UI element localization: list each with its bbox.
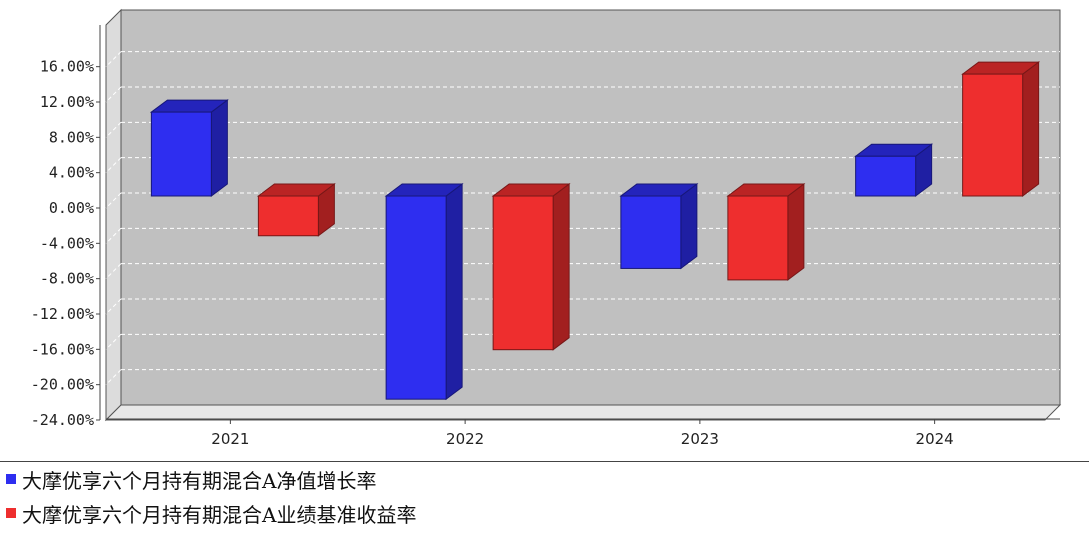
- x-tick-label: 2024: [916, 430, 954, 448]
- bar-side-s1-2022: [445, 183, 463, 401]
- y-tick-label: -16.00%: [31, 340, 94, 358]
- gridline-side: [105, 369, 122, 386]
- y-tick-label: -4.00%: [40, 234, 94, 252]
- legend-item-series-2: 大摩优享六个月持有期混合A业绩基准收益率: [0, 496, 1089, 530]
- legend-label-series-1: 大摩优享六个月持有期混合A净值增长率: [22, 468, 377, 493]
- legend-item-series-1: 大摩优享六个月持有期混合A净值增长率: [0, 462, 1089, 496]
- bar-side-s2-2024: [1022, 61, 1040, 197]
- bar-s2-2022: [492, 195, 554, 351]
- bar-s1-2023: [620, 195, 682, 269]
- legend-swatch-series-1: [6, 474, 16, 484]
- bar-side-s1-2023: [680, 183, 698, 270]
- legend: 大摩优享六个月持有期混合A净值增长率 大摩优享六个月持有期混合A业绩基准收益率: [0, 461, 1089, 530]
- x-tick-label: 2023: [681, 430, 719, 448]
- gridline-side: [105, 157, 122, 174]
- bar-side-s2-2022: [552, 183, 570, 351]
- bar-side-s2-2023: [787, 183, 805, 281]
- bar-s2-2021: [257, 195, 319, 237]
- legend-swatch-series-2: [6, 508, 16, 518]
- chart: 16.00% 12.00% 8.00% 4.00% 0.00% -4.00% -8.00% -…: [31, 8, 1062, 448]
- y-tick-label: 0.00%: [49, 199, 94, 217]
- bar-s2-2023: [727, 195, 789, 281]
- plot-side-wall: [105, 8, 122, 422]
- y-tick-label: 12.00%: [40, 93, 94, 111]
- x-tick-label: 2022: [446, 430, 484, 448]
- y-tick-label: -8.00%: [40, 270, 94, 288]
- gridline-side: [105, 298, 122, 315]
- y-tick-label: -24.00%: [31, 411, 94, 429]
- bar-s2-2024: [962, 73, 1024, 197]
- bar-side-s1-2021: [210, 99, 228, 197]
- plot-floor: [104, 404, 1062, 421]
- y-tick-label: -12.00%: [31, 305, 94, 323]
- x-tick-label: 2021: [211, 430, 249, 448]
- gridline-side: [105, 227, 122, 244]
- legend-label-series-2: 大摩优享六个月持有期混合A业绩基准收益率: [22, 502, 417, 527]
- y-tick-label: -20.00%: [31, 376, 94, 394]
- bar-s1-2021: [150, 111, 212, 197]
- y-tick-label: 8.00%: [49, 128, 94, 146]
- gridline-side: [105, 121, 122, 138]
- gridline-side: [105, 192, 122, 209]
- gridline-side: [105, 263, 122, 280]
- gridline-side: [105, 333, 122, 350]
- y-tick-label: 16.00%: [40, 58, 94, 76]
- bar-s1-2024: [855, 155, 917, 197]
- gridline-side: [105, 51, 122, 68]
- y-tick-label: 4.00%: [49, 164, 94, 182]
- bar-s1-2022: [385, 195, 447, 400]
- gridline-side: [105, 86, 122, 103]
